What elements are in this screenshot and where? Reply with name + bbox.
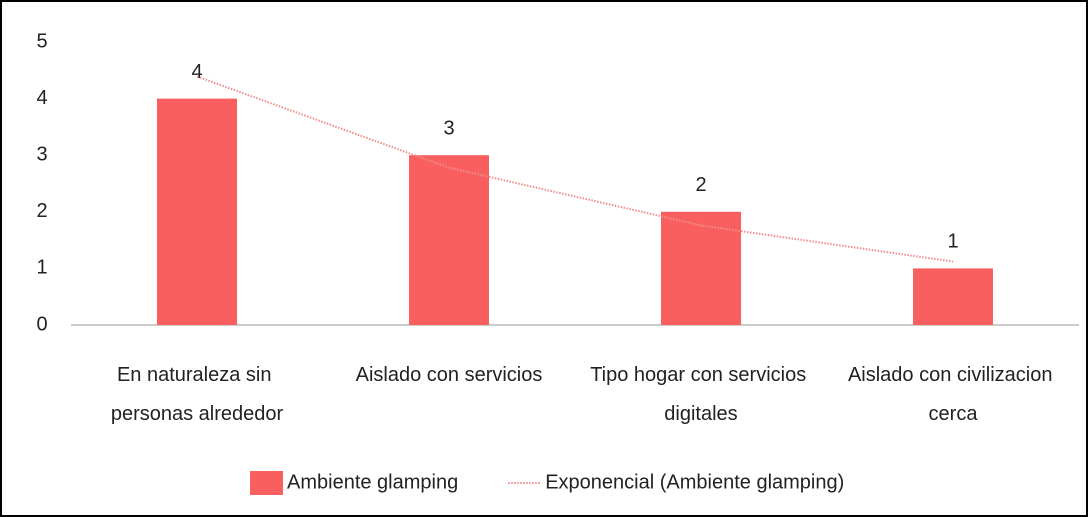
legend-swatch	[250, 471, 283, 495]
data-label: 1	[947, 231, 958, 253]
data-label: 2	[695, 174, 706, 196]
bar	[661, 211, 741, 325]
x-tick-label: Aislado con servicios	[356, 364, 543, 386]
bar	[409, 155, 489, 325]
bar	[913, 268, 993, 325]
x-tick-label: Tipo hogar con servicios digitales	[590, 364, 812, 425]
legend-label: Ambiente glamping	[287, 471, 458, 493]
y-tick-label: 4	[36, 87, 47, 109]
y-tick-label: 0	[36, 313, 47, 335]
data-label: 3	[443, 117, 454, 139]
x-tick-label: Aislado con civilizacion cerca	[848, 364, 1058, 425]
bar	[157, 98, 237, 325]
trend-line	[196, 75, 954, 263]
y-tick-label: 3	[36, 143, 47, 165]
x-tick-label: En naturaleza sin personas alrededor	[111, 364, 284, 425]
legend-label: Exponencial (Ambiente glamping)	[545, 471, 844, 493]
y-tick-label: 2	[36, 200, 47, 222]
data-label: 4	[191, 61, 202, 83]
y-tick-label: 1	[36, 257, 47, 279]
y-tick-label: 5	[36, 30, 47, 52]
